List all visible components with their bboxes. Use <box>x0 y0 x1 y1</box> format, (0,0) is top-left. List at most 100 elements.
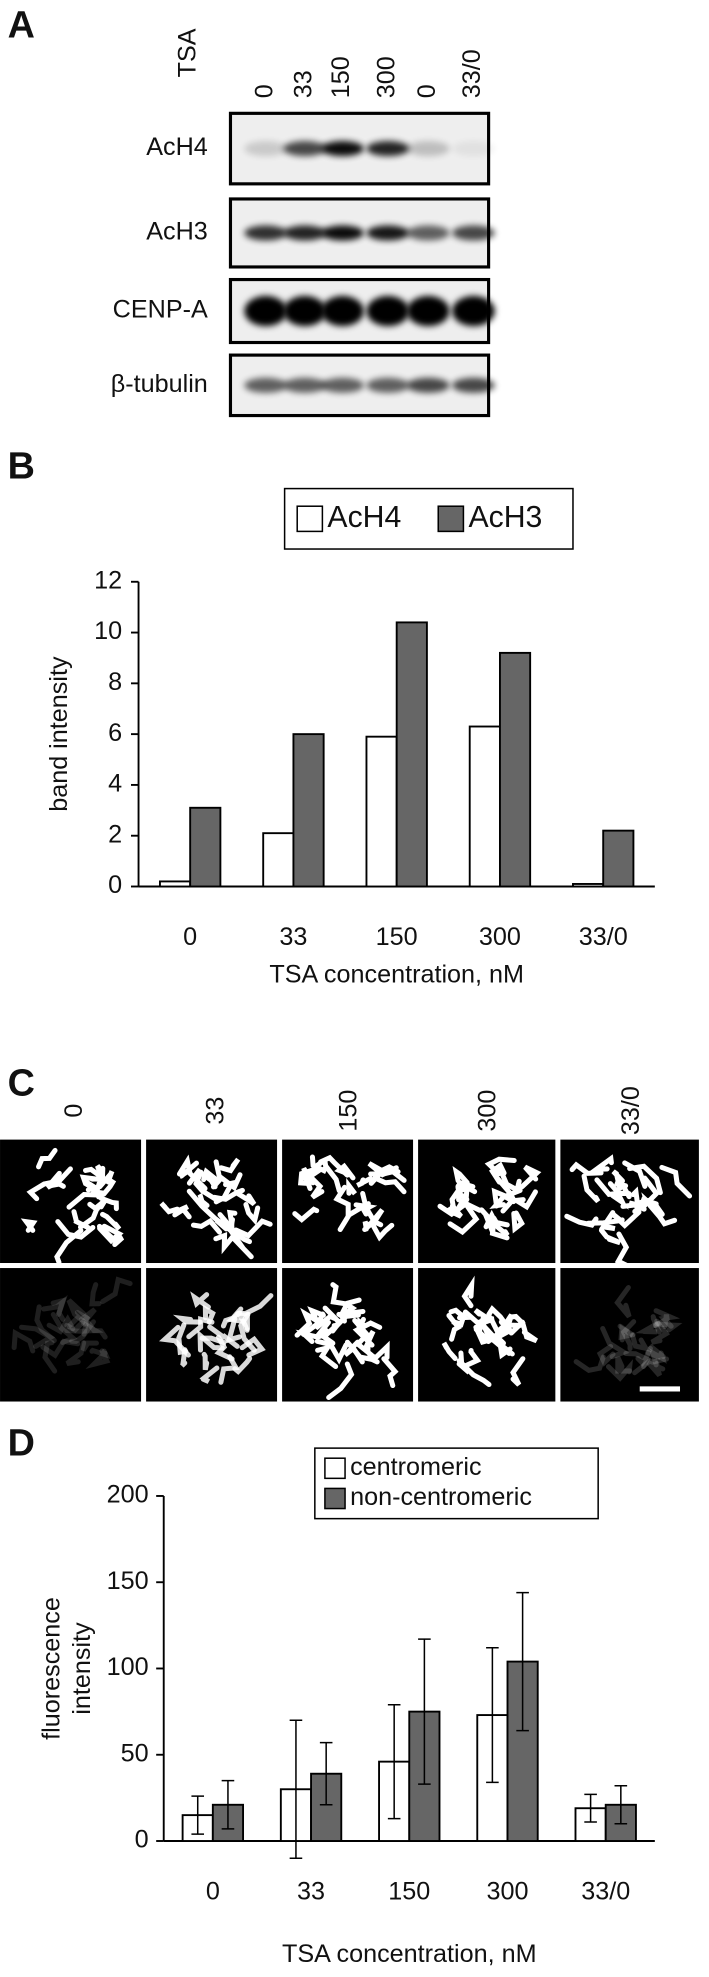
chromosome <box>569 1161 604 1176</box>
y-tick-label: 8 <box>108 668 122 696</box>
bar <box>159 880 192 888</box>
chromosome <box>620 1200 647 1212</box>
blot-band <box>452 225 495 241</box>
chromosome <box>441 1341 458 1361</box>
x-tick-label: 150 <box>376 923 418 951</box>
chromosome <box>190 1217 223 1235</box>
chromosome <box>213 1159 243 1192</box>
x-tick-label: 33 <box>279 923 307 951</box>
blot-band <box>406 141 450 157</box>
chromosome <box>85 1348 111 1369</box>
chromosome <box>381 1356 399 1389</box>
chromosome <box>653 1314 670 1330</box>
chromosome <box>367 1161 399 1178</box>
chromosome <box>494 1174 517 1214</box>
chromosome <box>491 1187 523 1209</box>
blot-band <box>366 295 410 327</box>
error-bar <box>614 1785 628 1825</box>
y-tick-label: 6 <box>108 719 122 747</box>
chromosome <box>96 1223 125 1248</box>
chromosome <box>213 1231 238 1255</box>
chromosome <box>614 1285 632 1319</box>
chromosome <box>461 1348 482 1369</box>
chromosome <box>653 1308 681 1329</box>
chromosome <box>496 1338 515 1360</box>
blot-row-label: AcH3 <box>146 218 208 246</box>
chromosome <box>314 1338 349 1365</box>
micrograph <box>146 1268 278 1402</box>
blot-band <box>283 377 327 393</box>
chromosome <box>369 1220 395 1242</box>
micrograph <box>560 1268 699 1402</box>
chromosome <box>519 1164 542 1190</box>
panel-letter: D <box>8 1423 35 1465</box>
legend-swatch <box>296 505 324 533</box>
chromosome <box>585 1217 625 1226</box>
chromosome <box>646 1360 666 1378</box>
y-tick-label: 2 <box>108 820 122 848</box>
x-tick-label: 150 <box>388 1877 430 1905</box>
chromosome <box>353 1202 378 1217</box>
y-tick-label: 0 <box>108 871 122 899</box>
bar <box>365 735 398 888</box>
micrograph <box>418 1139 556 1264</box>
chromosome <box>97 1170 115 1190</box>
lane-label: 0 <box>250 84 278 98</box>
blot-band <box>321 377 364 393</box>
chromosome <box>494 1222 510 1238</box>
chromosome <box>309 1154 328 1174</box>
chromosome <box>294 1307 323 1338</box>
lane-label: 300 <box>373 56 401 98</box>
chromosome <box>581 1173 601 1204</box>
error-bar <box>387 1703 401 1820</box>
chromosome <box>623 1350 651 1370</box>
chromosome <box>46 1314 76 1335</box>
blot-row-label: AcH4 <box>146 133 208 161</box>
chromosome <box>292 1206 320 1223</box>
micrograph <box>146 1139 278 1264</box>
bar <box>395 621 428 888</box>
blot-band <box>321 295 364 327</box>
chromosome <box>489 1192 517 1209</box>
x-tick-label: 33/0 <box>579 923 628 951</box>
chromosome <box>50 1311 78 1345</box>
y-tick-label: 0 <box>135 1826 149 1854</box>
chromosome <box>98 1195 119 1212</box>
chromosome <box>214 1212 232 1232</box>
chromosome <box>34 1304 57 1343</box>
error-bar <box>289 1719 303 1860</box>
chromosome <box>40 1338 81 1359</box>
chromosome <box>336 1297 362 1320</box>
chromosome <box>19 1324 56 1349</box>
y-tick-label: 12 <box>94 566 122 594</box>
chromosome <box>645 1343 666 1361</box>
chromosome <box>333 1184 351 1218</box>
y-tick-label: 10 <box>94 617 122 645</box>
x-tick-label: 300 <box>479 923 521 951</box>
chromosome <box>211 1187 245 1202</box>
legend-label: AcH4 <box>327 501 401 534</box>
chromosome <box>640 1196 665 1217</box>
blot-band <box>452 295 495 327</box>
y-tick-label: 100 <box>107 1653 149 1681</box>
blot-band <box>452 141 495 157</box>
chromosome <box>243 1202 261 1226</box>
chromosome <box>497 1167 522 1194</box>
chromosome <box>65 1340 87 1366</box>
image-label: 33 <box>201 1097 229 1125</box>
chromosome <box>41 1295 68 1317</box>
lane-label: 33/0 <box>458 49 486 98</box>
chromosome <box>86 1320 108 1340</box>
chromosome <box>64 1314 91 1334</box>
blot-band <box>406 377 450 393</box>
y-axis-label: intensity <box>68 1622 96 1715</box>
blot-band <box>244 377 288 393</box>
chromosome <box>77 1206 101 1230</box>
chromosome <box>352 1320 383 1348</box>
chromosome <box>179 1347 188 1368</box>
bar <box>292 733 325 888</box>
blot-row-label: β-tubulin <box>111 370 208 398</box>
y-axis-label: fluorescence <box>38 1597 66 1740</box>
chromosome <box>42 1340 58 1374</box>
legend-box <box>283 487 574 550</box>
